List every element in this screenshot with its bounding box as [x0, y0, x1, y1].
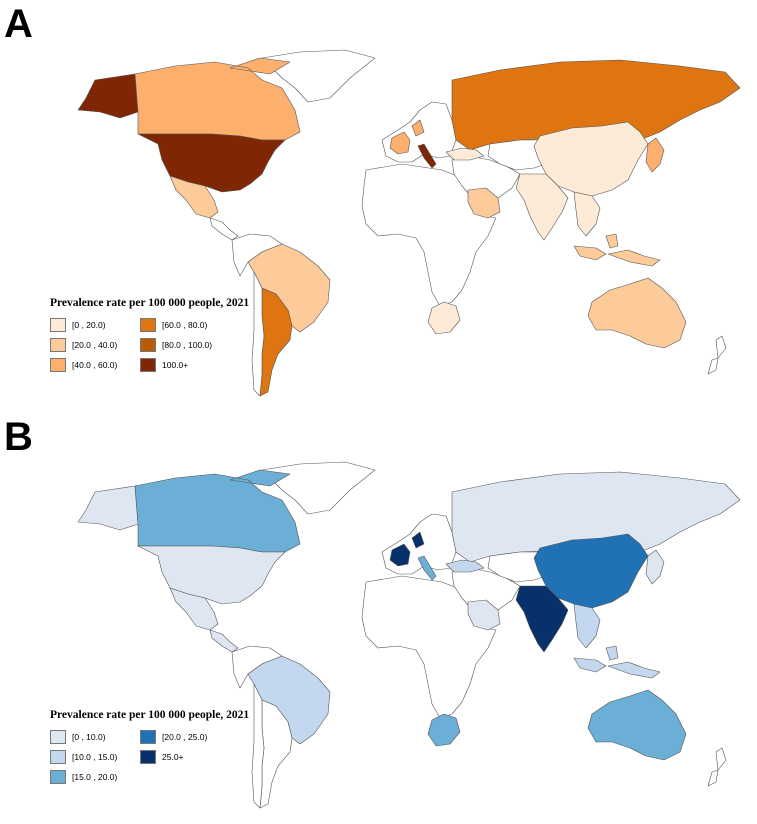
panel-b-region-india [515, 585, 569, 653]
panel-b-region-central-america [209, 629, 239, 653]
panel-a-legend-swatch [140, 318, 156, 332]
panel-b-region-turkey [445, 559, 485, 573]
panel-a-region-italy [417, 143, 437, 169]
panel-a-region-mexico [169, 175, 219, 219]
panel-a-world-map [77, 49, 741, 397]
panel-b-region-europe-highlight [389, 531, 425, 567]
panel-b-legend-items: [0 , 10.0) [10.0 , 15.0) [15.0 , 20.0) [20.… [50, 729, 270, 789]
panel-a-region-china [533, 121, 649, 197]
panel-a-region-europe-highlight [389, 119, 425, 155]
panel-b-legend-label: [15.0 , 20.0) [72, 772, 118, 782]
panel-a-region-usa [137, 133, 286, 193]
panel-b-legend-swatch [50, 770, 66, 784]
panel-b-world-map [77, 461, 741, 809]
panel-b-region-middle-east [451, 567, 521, 629]
panel-a-region-canada [134, 57, 301, 141]
panel-a-legend-label: 100.0+ [162, 360, 189, 370]
panel-a-legend-title: Prevalence rate per 100 000 people, 2021 [50, 297, 250, 309]
panel-b-legend-title: Prevalence rate per 100 000 people, 2021 [50, 709, 250, 721]
panel-b-region-mexico [169, 587, 219, 631]
panel-a-legend-label: [20.0 , 40.0) [72, 340, 118, 350]
panel-a-region-middle-east [451, 155, 521, 217]
panel-b-region-chile [251, 683, 265, 809]
panel-a-legend-item: [60.0 , 80.0) [140, 317, 207, 333]
panel-a-legend-swatch [140, 338, 156, 352]
panel-a-region-south-africa [427, 301, 461, 335]
panel-a-region-central-america [209, 217, 239, 241]
panel-a-region-alaska [77, 73, 139, 119]
panel-a-legend-label: [60.0 , 80.0) [162, 320, 208, 330]
panel-a-region-russia [451, 59, 741, 151]
panel-b-region-canada [134, 469, 301, 553]
panel-a-legend-item: [20.0 , 40.0) [50, 337, 117, 353]
panel-a-region-chile [251, 271, 265, 397]
panel-a-region-saudi [467, 187, 501, 219]
panel-b-region-australia [587, 689, 687, 761]
panel-b-region-south-africa [427, 713, 461, 747]
panel-b-legend-item: [10.0 , 15.0) [50, 749, 117, 765]
panel-b-legend: Prevalence rate per 100 000 people, 2021… [50, 709, 270, 789]
panel-a-legend-item: 100.0+ [140, 357, 188, 373]
panel-b-legend-label: 25.0+ [162, 752, 184, 762]
panel-a-legend-label: [40.0 , 60.0) [72, 360, 118, 370]
panel-b-legend-swatch [50, 730, 66, 744]
panel-a-legend-swatch [140, 358, 156, 372]
panel-b-legend-swatch [50, 750, 66, 764]
panel-a-region-se-asia [573, 191, 601, 237]
panel-b-legend-item: 25.0+ [140, 749, 184, 765]
panel-a-legend-swatch [50, 358, 66, 372]
panel-a-legend-label: [0 , 20.0) [72, 320, 106, 330]
panel-a-region-indonesia [573, 233, 661, 267]
panel-a-region-turkey [445, 147, 485, 161]
panel-b-region-russia [451, 471, 741, 563]
panel-b-region-se-asia [573, 603, 601, 649]
panel-b-letter: B [4, 415, 33, 459]
panel-b-region-saudi [467, 599, 501, 631]
panel-b-legend-item: [15.0 , 20.0) [50, 769, 117, 785]
panel-b-legend-swatch [140, 750, 156, 764]
panel-b-region-alaska [77, 485, 139, 531]
panel-a-region-new-zealand [707, 335, 727, 375]
panel-a-legend-label: [80.0 , 100.0) [162, 340, 213, 350]
panel-a-legend-swatch [50, 338, 66, 352]
panel-b-legend-item: [20.0 , 25.0) [140, 729, 207, 745]
panel-b-region-japan [645, 549, 665, 585]
panel-a-legend-item: [0 , 20.0) [50, 317, 106, 333]
panel-a-legend-item: [40.0 , 60.0) [50, 357, 117, 373]
panel-b-region-new-zealand [707, 747, 727, 787]
panel-a-legend-item: [80.0 , 100.0) [140, 337, 212, 353]
panel-a-region-india [515, 173, 569, 241]
panel-a-region-greenland [261, 49, 376, 103]
panel-a-legend-items: [0 , 20.0) [20.0 , 40.0) [40.0 , 60.0) [60.… [50, 317, 270, 377]
panel-a-region-japan [645, 137, 665, 173]
panel-a-legend: Prevalence rate per 100 000 people, 2021… [50, 297, 270, 377]
panel-b-legend-label: [0 , 10.0) [72, 732, 106, 742]
panel-b-region-greenland [261, 461, 376, 515]
panel-b-legend-label: [20.0 , 25.0) [162, 732, 208, 742]
panel-b-region-italy [417, 555, 437, 581]
panel-b-legend-label: [10.0 , 15.0) [72, 752, 118, 762]
panel-b-region-usa [137, 545, 286, 605]
panel-b-legend-item: [0 , 10.0) [50, 729, 106, 745]
panel-a-region-australia [587, 277, 687, 349]
panel-b-legend-swatch [140, 730, 156, 744]
panel-a-legend-swatch [50, 318, 66, 332]
panel-a-letter: A [4, 2, 33, 46]
panel-b-region-indonesia [573, 645, 661, 679]
panel-b-region-china [533, 533, 649, 609]
